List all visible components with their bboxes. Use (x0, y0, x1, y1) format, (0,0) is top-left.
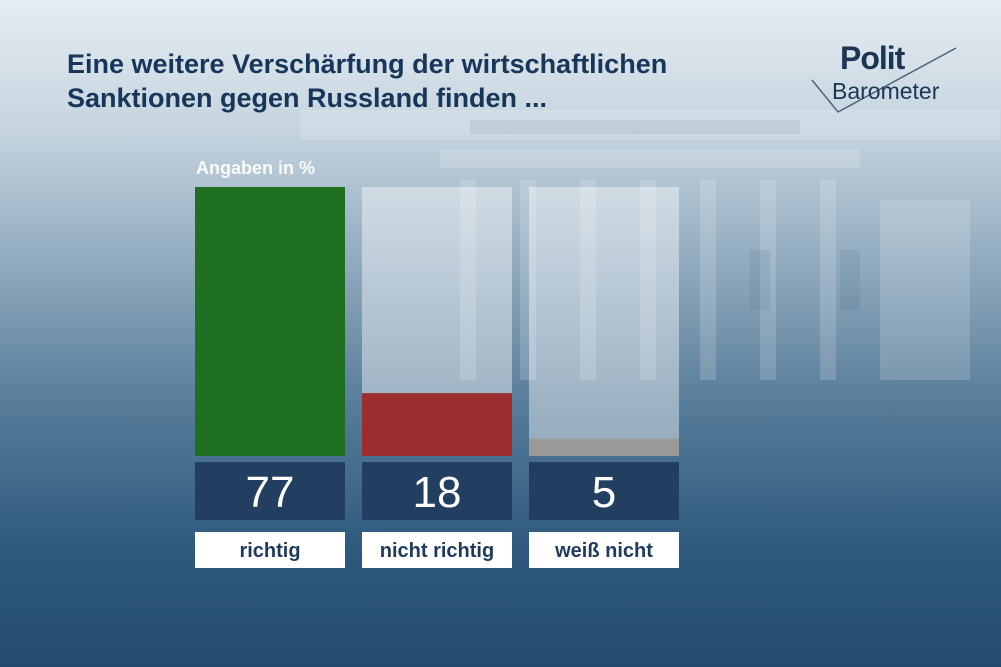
politbarometer-logo: Polit Barometer (808, 38, 968, 118)
category-label: weiß nicht (554, 540, 653, 562)
category-label: richtig (239, 540, 300, 562)
data-label: 18 (413, 468, 462, 517)
title-line-1: Eine weitere Verschärfung der wirtschaft… (67, 49, 668, 79)
value-box (362, 462, 512, 520)
bar (362, 393, 512, 456)
chart-title: Eine weitere Verschärfung der wirtschaft… (67, 47, 787, 115)
data-label: 5 (592, 468, 616, 517)
category-label: nicht richtig (380, 540, 494, 562)
value-box (195, 462, 345, 520)
data-label: 77 (246, 468, 295, 517)
category-label-box (195, 532, 345, 568)
logo-text-barometer: Barometer (832, 78, 940, 104)
bar (195, 187, 345, 456)
unit-note: Angaben in % (196, 158, 316, 178)
value-box (529, 462, 679, 520)
title-line-2: Sanktionen gegen Russland finden ... (67, 83, 548, 113)
bar (529, 438, 679, 456)
checkmark-icon (811, 47, 957, 113)
category-label-box (529, 532, 679, 568)
category-label-box (362, 532, 512, 568)
logo-text-polit: Polit (840, 40, 905, 76)
bar-track (529, 187, 679, 456)
